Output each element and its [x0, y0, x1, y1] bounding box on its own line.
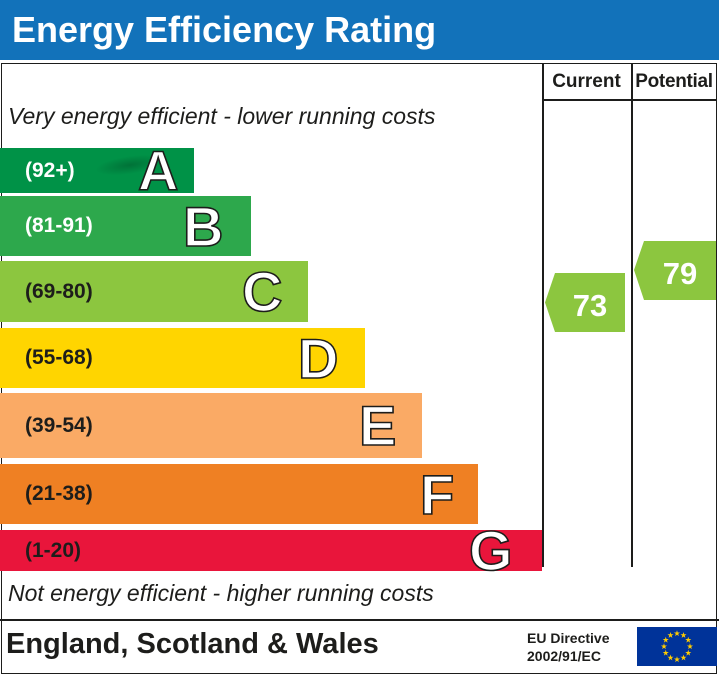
svg-text:73: 73	[573, 288, 607, 323]
svg-text:79: 79	[663, 256, 697, 291]
